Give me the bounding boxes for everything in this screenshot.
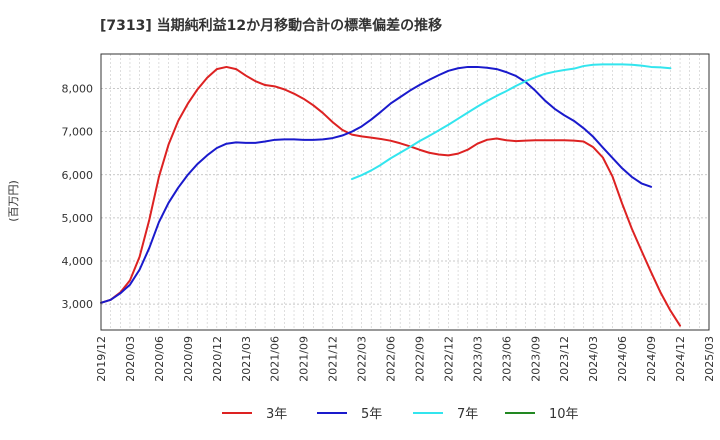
y-axis-ticks: 3,000 4,000 5,000 6,000 7,000 8,000 xyxy=(62,83,94,312)
plot-area xyxy=(101,54,709,330)
x-tick-label: 2020/09 xyxy=(182,336,195,382)
x-tick-label: 2024/09 xyxy=(645,336,658,382)
x-tick-label: 2024/03 xyxy=(587,336,600,382)
x-tick-label: 2019/12 xyxy=(95,336,108,382)
x-tick-label: 2023/03 xyxy=(471,336,484,382)
legend-label: 5年 xyxy=(361,407,382,422)
chart-title: [7313] 当期純利益12か月移動合計の標準偏差の推移 xyxy=(100,17,442,34)
x-tick-label: 2022/09 xyxy=(413,336,426,382)
x-tick-label: 2023/06 xyxy=(500,336,513,382)
x-tick-label: 2020/12 xyxy=(211,336,224,382)
x-axis-ticks: 2019/12 2020/03 2020/06 2020/09 2020/12 2021/… xyxy=(95,336,716,382)
x-tick-label: 2022/03 xyxy=(356,336,369,382)
y-tick-label: 6,000 xyxy=(62,169,94,182)
x-tick-label: 2022/12 xyxy=(442,336,455,382)
series-line-5年 xyxy=(100,65,653,304)
x-tick-label: 2020/06 xyxy=(153,336,166,382)
x-tick-label: 2021/06 xyxy=(269,336,282,382)
x-tick-label: 2023/12 xyxy=(558,336,571,382)
legend-label: 3年 xyxy=(266,407,287,422)
x-tick-label: 2025/03 xyxy=(703,336,716,382)
x-tick-label: 2021/12 xyxy=(327,336,340,382)
x-tick-label: 2024/06 xyxy=(616,336,629,382)
x-tick-label: 2022/06 xyxy=(385,336,398,382)
y-tick-label: 4,000 xyxy=(62,255,94,268)
x-gridlines xyxy=(110,54,700,330)
x-tick-label: 2020/03 xyxy=(124,336,137,382)
legend-label: 10年 xyxy=(549,407,579,422)
y-tick-label: 5,000 xyxy=(62,212,94,225)
plot-frame xyxy=(100,53,710,331)
legend-label: 7年 xyxy=(457,407,478,422)
x-tick-label: 2021/03 xyxy=(240,336,253,382)
y-axis-label: (百万円) xyxy=(7,180,20,222)
x-tick-label: 2023/09 xyxy=(529,336,542,382)
x-tick-label: 2021/09 xyxy=(298,336,311,382)
y-tick-label: 7,000 xyxy=(62,126,94,139)
series-layer xyxy=(100,63,682,327)
y-tick-label: 8,000 xyxy=(62,83,94,96)
series-line-7年 xyxy=(350,63,672,181)
y-gridlines xyxy=(101,88,709,305)
x-tick-label: 2024/12 xyxy=(674,336,687,382)
legend: 3年 5年 7年 10年 xyxy=(222,407,579,422)
series-line-3年 xyxy=(100,65,682,327)
y-tick-label: 3,000 xyxy=(62,298,94,311)
